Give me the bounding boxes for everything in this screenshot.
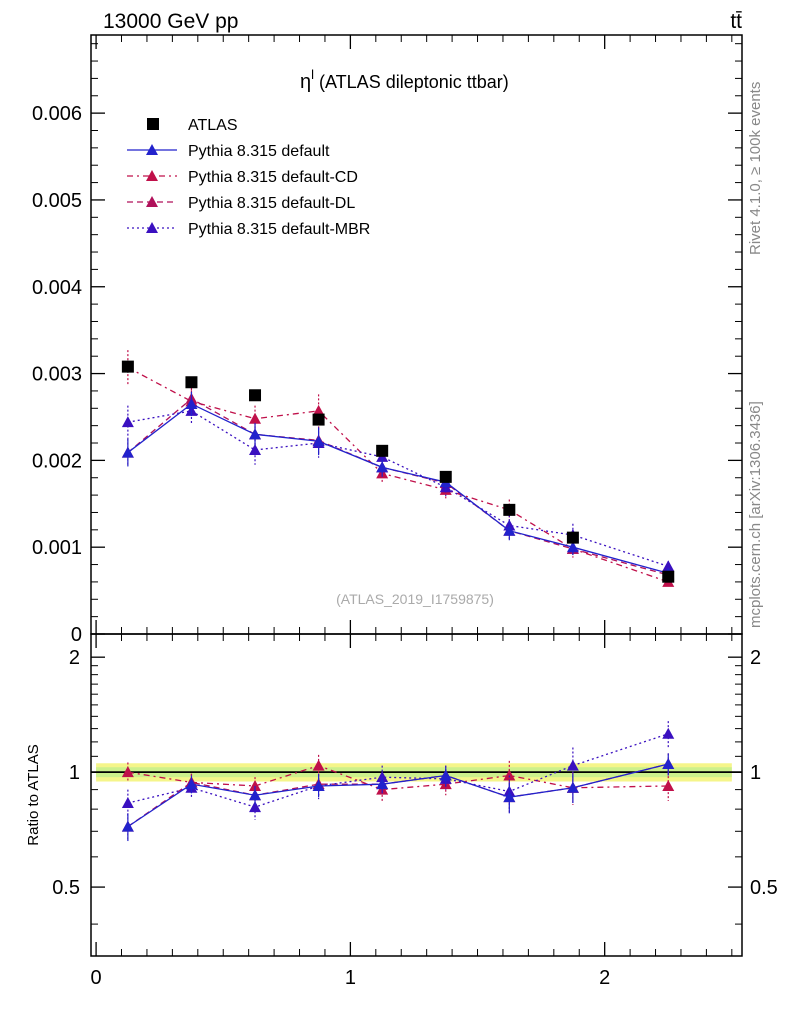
x-tick-label: 0 xyxy=(91,967,102,989)
legend-marker xyxy=(146,144,158,155)
ratio-y-tick-label-left: 2 xyxy=(69,647,80,669)
series-marker-3 xyxy=(249,443,262,455)
ratio-y-tick-label-left: 1 xyxy=(69,762,80,784)
y-tick-label: 0.004 xyxy=(32,277,82,299)
legend-label: Pythia 8.315 default-DL xyxy=(188,195,355,212)
header-right: tt̄ xyxy=(730,10,742,33)
legend: ATLAS Pythia 8.315 default Pythia 8.315 de… xyxy=(127,117,370,238)
y-tick-label: 0.006 xyxy=(32,103,82,125)
data-point xyxy=(376,444,389,457)
legend-label: Pythia 8.315 default xyxy=(188,143,330,160)
data-point xyxy=(566,531,579,544)
series-marker-0 xyxy=(662,758,675,770)
plot-title: ηl (ATLAS dileptonic ttbar) xyxy=(300,67,509,93)
legend-label: ATLAS xyxy=(188,117,238,134)
series-marker-0 xyxy=(249,789,262,801)
y-tick-label: 0.001 xyxy=(32,537,82,559)
series-marker-0 xyxy=(312,435,325,447)
header-left: 13000 GeV pp xyxy=(103,10,238,33)
series-marker-3 xyxy=(121,416,134,428)
series-marker-0 xyxy=(376,461,389,473)
series-marker-0 xyxy=(249,428,262,440)
series-marker-0 xyxy=(503,524,516,536)
series-marker-3 xyxy=(121,797,134,809)
ratio-y-tick-label-right: 0.5 xyxy=(750,877,778,899)
series-marker-0 xyxy=(185,397,198,409)
legend-marker xyxy=(146,222,158,233)
series-marker-0 xyxy=(439,769,452,781)
legend-marker xyxy=(146,170,158,181)
series-marker-0 xyxy=(121,446,134,458)
x-tick-label: 1 xyxy=(345,967,356,989)
series-marker-1 xyxy=(312,404,325,416)
rivet-version-text: Rivet 4.1.0, ≥ 100k events xyxy=(747,82,764,255)
ratio-y-tick-label-right: 1 xyxy=(750,762,761,784)
ratio-y-tick-label-left: 0.5 xyxy=(52,877,80,899)
series-marker-1 xyxy=(662,779,675,791)
analysis-watermark: (ATLAS_2019_I1759875) xyxy=(336,591,494,607)
series-marker-0 xyxy=(376,778,389,790)
legend-marker xyxy=(146,196,158,207)
series-marker-0 xyxy=(121,820,134,832)
main-panel: ηl (ATLAS dileptonic ttbar) (ATLAS_2019_… xyxy=(32,34,743,646)
ratio-frame xyxy=(90,633,743,957)
y-tick-label: 0 xyxy=(71,624,82,646)
series-line-1 xyxy=(127,366,669,583)
series-marker-0 xyxy=(566,781,579,793)
data-point xyxy=(312,413,325,426)
data-point xyxy=(503,503,516,516)
y-tick-label: 0.005 xyxy=(32,190,82,212)
series-marker-3 xyxy=(566,759,579,771)
y-tick-label: 0.003 xyxy=(32,364,82,386)
data-point xyxy=(121,360,134,373)
series-marker-1 xyxy=(312,759,325,771)
series-marker-1 xyxy=(503,769,516,781)
series-marker-3 xyxy=(662,727,675,739)
ratio-panel: Ratio to ATLAS 0.5 0.5 1 1 2 2 0 1 2 xyxy=(25,633,778,989)
series-line-3 xyxy=(127,410,669,567)
series-marker-1 xyxy=(249,412,262,424)
series-marker-3 xyxy=(249,801,262,813)
series-marker-0 xyxy=(312,779,325,791)
mcplots-text: mcplots.cern.ch [arXiv:1306.3436] xyxy=(747,401,764,628)
series-line-0 xyxy=(127,403,669,574)
series-line-2 xyxy=(127,397,669,576)
series-line-1 xyxy=(127,764,669,791)
series-marker-0 xyxy=(185,778,198,790)
series-marker-0 xyxy=(566,541,579,553)
series-marker-3 xyxy=(662,560,675,572)
data-point xyxy=(249,389,262,402)
ratio-ylabel: Ratio to ATLAS xyxy=(25,744,42,845)
legend-label: Pythia 8.315 default-CD xyxy=(188,169,358,186)
series-marker-0 xyxy=(503,791,516,803)
data-point xyxy=(185,376,198,389)
series-marker-1 xyxy=(249,779,262,791)
y-tick-label: 0.002 xyxy=(32,450,82,472)
ratio-y-tick-label-right: 2 xyxy=(750,647,761,669)
data-point xyxy=(662,570,675,583)
legend-label: Pythia 8.315 default-MBR xyxy=(188,221,370,238)
data-point xyxy=(439,470,452,483)
legend-marker-data xyxy=(147,118,159,130)
series-marker-1 xyxy=(121,766,134,778)
x-tick-label: 2 xyxy=(599,967,610,989)
